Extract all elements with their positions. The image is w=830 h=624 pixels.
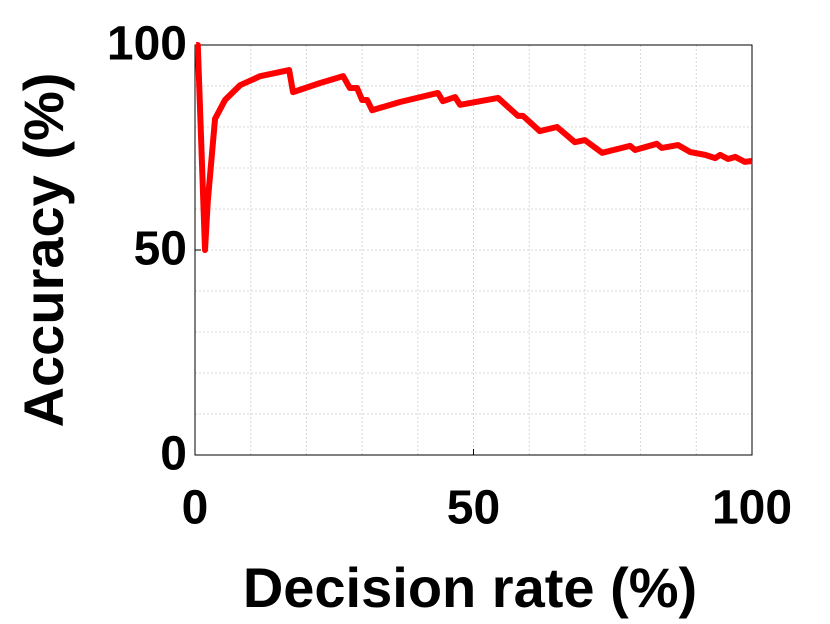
plot-frame [194, 44, 753, 456]
x-tick-label: 50 [447, 482, 500, 535]
x-tick-label: 100 [712, 482, 792, 535]
y-axis-label: Accuracy (%) [12, 73, 75, 428]
x-tick-label: 0 [182, 482, 209, 535]
y-tick-label: 100 [107, 18, 187, 71]
data-line [194, 42, 753, 253]
y-tick-label: 0 [160, 428, 187, 481]
x-axis-label: Decision rate (%) [243, 556, 697, 619]
y-tick-label: 50 [134, 223, 187, 276]
